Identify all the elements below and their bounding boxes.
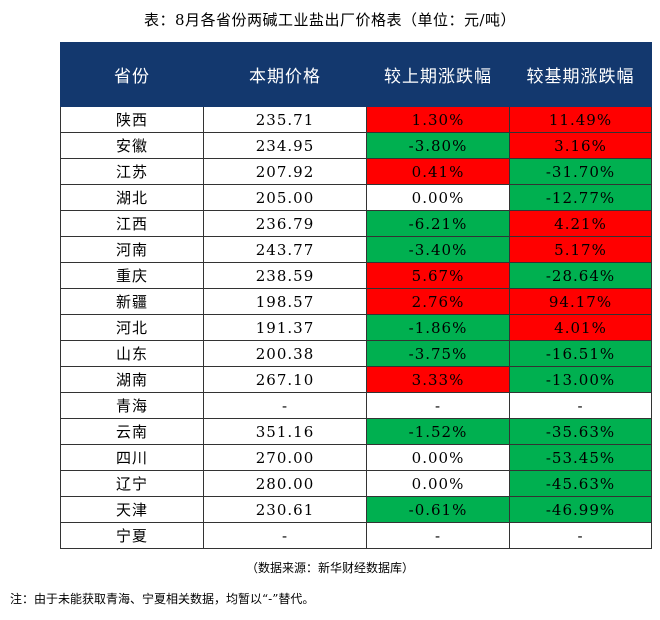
cell-base-change: 4.21% [509,210,652,237]
table-row: 云南 351.16 -1.52% -35.63% [60,418,652,445]
cell-price: 191.37 [203,314,367,341]
table-row: 四川 270.00 0.00% -53.45% [60,444,652,471]
table-body: 陕西 235.71 1.30% 11.49% 安徽 234.95 -3.80% 3.16% 江苏… [60,106,652,549]
cell-province: 天津 [60,496,204,523]
cell-price: 351.16 [203,418,367,445]
cell-mom-change: 3.33% [366,366,510,393]
cell-mom-change: 0.41% [366,158,510,185]
table-row: 河北 191.37 -1.86% 4.01% [60,314,652,341]
cell-mom-change: -1.52% [366,418,510,445]
cell-mom-change: 0.00% [366,184,510,211]
cell-mom-change: -6.21% [366,210,510,237]
header-province: 省份 [60,42,204,107]
cell-base-change: -35.63% [509,418,652,445]
table-row: 重庆 238.59 5.67% -28.64% [60,262,652,289]
cell-province: 新疆 [60,288,204,315]
cell-price: 198.57 [203,288,367,315]
cell-province: 青海 [60,392,204,419]
cell-price: 243.77 [203,236,367,263]
cell-mom-change: -3.75% [366,340,510,367]
cell-base-change: -46.99% [509,496,652,523]
cell-base-change: 3.16% [509,132,652,159]
table-row: 安徽 234.95 -3.80% 3.16% [60,132,652,159]
table-row: 河南 243.77 -3.40% 5.17% [60,236,652,263]
table-row: 湖南 267.10 3.33% -13.00% [60,366,652,393]
cell-price: 235.71 [203,106,367,133]
cell-price: 230.61 [203,496,367,523]
footnote: 注：由于未能获取青海、宁夏相关数据，均暂以“-”替代。 [10,592,315,606]
cell-price: 207.92 [203,158,367,185]
table-row: 辽宁 280.00 0.00% -45.63% [60,470,652,497]
cell-province: 云南 [60,418,204,445]
cell-mom-change: -3.80% [366,132,510,159]
cell-base-change: -45.63% [509,470,652,497]
table-row: 江西 236.79 -6.21% 4.21% [60,210,652,237]
cell-price: 205.00 [203,184,367,211]
cell-base-change: - [509,522,652,549]
table-row: 江苏 207.92 0.41% -31.70% [60,158,652,185]
cell-base-change: -16.51% [509,340,652,367]
cell-base-change: 11.49% [509,106,652,133]
cell-province: 河南 [60,236,204,263]
cell-base-change: -28.64% [509,262,652,289]
cell-province: 河北 [60,314,204,341]
cell-province: 四川 [60,444,204,471]
table-row: 宁夏 - - - [60,522,652,549]
table-row: 新疆 198.57 2.76% 94.17% [60,288,652,315]
cell-mom-change: - [366,522,510,549]
cell-province: 江西 [60,210,204,237]
cell-mom-change: - [366,392,510,419]
cell-price: 238.59 [203,262,367,289]
cell-base-change: -31.70% [509,158,652,185]
data-source: （数据来源：新华财经数据库） [245,561,414,575]
table-row: 陕西 235.71 1.30% 11.49% [60,106,652,133]
cell-province: 宁夏 [60,522,204,549]
cell-price: 236.79 [203,210,367,237]
cell-province: 山东 [60,340,204,367]
header-base-change: 较基期涨跌幅 [509,42,652,107]
cell-base-change: 5.17% [509,236,652,263]
header-price: 本期价格 [203,42,367,107]
cell-price: 200.38 [203,340,367,367]
cell-mom-change: 0.00% [366,444,510,471]
cell-price: 267.10 [203,366,367,393]
cell-province: 重庆 [60,262,204,289]
page-title: 表：8月各省份两碱工业盐出厂价格表（单位：元/吨） [143,11,517,29]
cell-price: - [203,522,367,549]
cell-mom-change: -3.40% [366,236,510,263]
cell-province: 湖北 [60,184,204,211]
cell-price: 234.95 [203,132,367,159]
cell-base-change: 4.01% [509,314,652,341]
price-table: 省份 本期价格 较上期涨跌幅 较基期涨跌幅 陕西 235.71 1.30% 11.49… [60,42,652,549]
table-header-row: 省份 本期价格 较上期涨跌幅 较基期涨跌幅 [60,42,652,107]
cell-mom-change: 0.00% [366,470,510,497]
cell-province: 湖南 [60,366,204,393]
header-mom-change: 较上期涨跌幅 [366,42,510,107]
cell-province: 安徽 [60,132,204,159]
table-row: 山东 200.38 -3.75% -16.51% [60,340,652,367]
cell-mom-change: -1.86% [366,314,510,341]
table-row: 天津 230.61 -0.61% -46.99% [60,496,652,523]
cell-province: 陕西 [60,106,204,133]
cell-base-change: - [509,392,652,419]
cell-base-change: -12.77% [509,184,652,211]
cell-base-change: 94.17% [509,288,652,315]
cell-province: 江苏 [60,158,204,185]
table-row: 青海 - - - [60,392,652,419]
cell-mom-change: 5.67% [366,262,510,289]
cell-base-change: -13.00% [509,366,652,393]
cell-base-change: -53.45% [509,444,652,471]
cell-mom-change: 1.30% [366,106,510,133]
cell-price: - [203,392,367,419]
cell-mom-change: 2.76% [366,288,510,315]
cell-price: 280.00 [203,470,367,497]
cell-mom-change: -0.61% [366,496,510,523]
cell-province: 辽宁 [60,470,204,497]
cell-price: 270.00 [203,444,367,471]
table-row: 湖北 205.00 0.00% -12.77% [60,184,652,211]
